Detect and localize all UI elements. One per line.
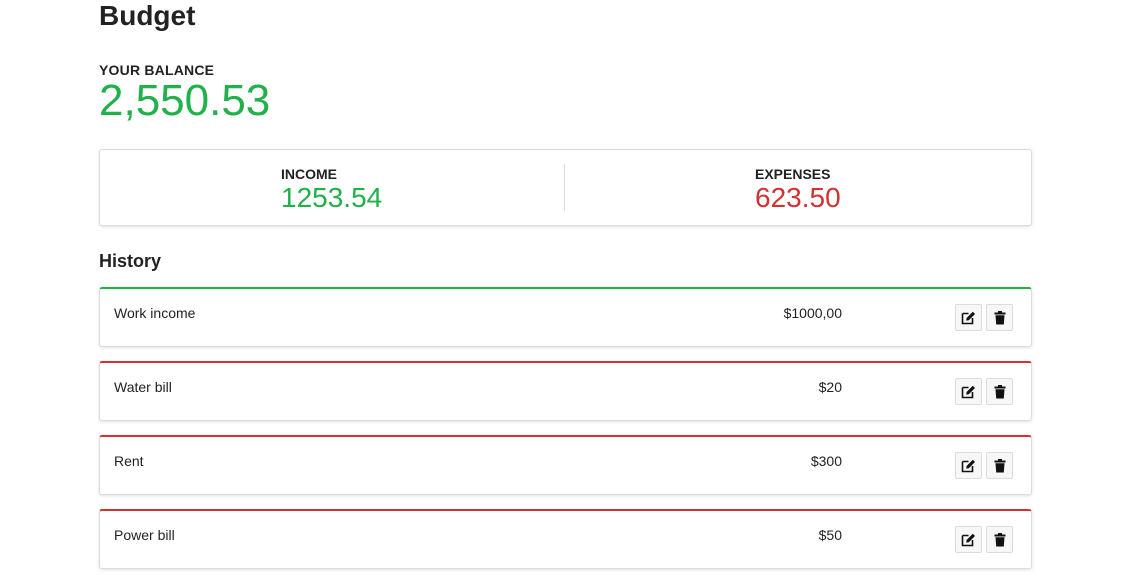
balance-label: YOUR BALANCE bbox=[99, 62, 215, 78]
income-value: 1253.54 bbox=[281, 182, 383, 213]
item-name: Rent bbox=[114, 453, 144, 469]
trash-icon bbox=[994, 532, 1005, 546]
page-title: Budget bbox=[99, 0, 196, 31]
edit-icon bbox=[961, 311, 975, 324]
history-item: Work income $1000,00 bbox=[99, 287, 1032, 347]
history-item: Water bill $20 bbox=[99, 361, 1032, 421]
edit-button[interactable] bbox=[955, 304, 982, 331]
item-amount: $50 bbox=[818, 527, 842, 543]
balance-value: 2,550.53 bbox=[99, 76, 271, 125]
delete-button[interactable] bbox=[986, 526, 1013, 553]
item-name: Water bill bbox=[114, 379, 172, 395]
item-name: Power bill bbox=[114, 527, 175, 543]
trash-icon bbox=[994, 458, 1005, 472]
income-expense-summary: INCOME 1253.54 EXPENSES 623.50 bbox=[99, 149, 1032, 226]
expenses-summary: EXPENSES 623.50 bbox=[566, 150, 1031, 225]
history-item: Rent $300 bbox=[99, 435, 1032, 495]
edit-icon bbox=[961, 385, 975, 398]
expenses-label: EXPENSES bbox=[755, 166, 831, 182]
income-summary: INCOME 1253.54 bbox=[100, 150, 565, 225]
income-label: INCOME bbox=[281, 166, 337, 182]
expenses-value: 623.50 bbox=[755, 182, 841, 213]
item-name: Work income bbox=[114, 305, 196, 321]
trash-icon bbox=[994, 384, 1005, 398]
history-list: Work income $1000,00 Water bill $20 bbox=[99, 287, 1032, 583]
edit-button[interactable] bbox=[955, 378, 982, 405]
history-item: Power bill $50 bbox=[99, 509, 1032, 569]
item-amount: $20 bbox=[818, 379, 842, 395]
item-amount: $1000,00 bbox=[783, 305, 842, 321]
summary-divider bbox=[564, 164, 565, 211]
history-title: History bbox=[99, 251, 162, 271]
delete-button[interactable] bbox=[986, 378, 1013, 405]
edit-button[interactable] bbox=[955, 526, 982, 553]
delete-button[interactable] bbox=[986, 304, 1013, 331]
edit-button[interactable] bbox=[955, 452, 982, 479]
trash-icon bbox=[994, 310, 1005, 324]
edit-icon bbox=[961, 459, 975, 472]
edit-icon bbox=[961, 533, 975, 546]
item-amount: $300 bbox=[810, 453, 842, 469]
delete-button[interactable] bbox=[986, 452, 1013, 479]
